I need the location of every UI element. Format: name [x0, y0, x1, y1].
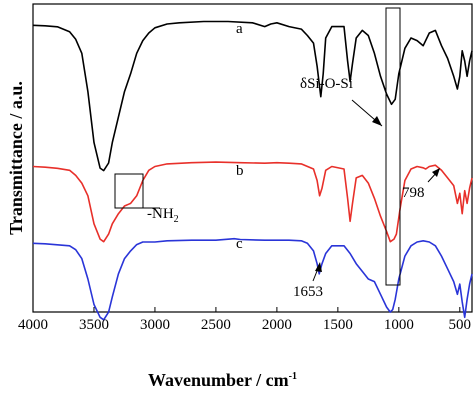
series-line-c: [32, 237, 473, 321]
series-label-b: b: [236, 163, 244, 179]
series-label-a: a: [236, 21, 243, 37]
x-tick-label-1500: 1500: [323, 317, 353, 333]
nh2-main: -NH: [147, 206, 174, 222]
si-o-si-box: [385, 7, 401, 286]
plot-frame: [32, 3, 473, 313]
series-line-b: [32, 161, 473, 243]
peak-798-arrowhead: [432, 168, 440, 177]
si-o-si-label: δSi-O-Si: [300, 76, 353, 92]
y-axis-title: Transmittance / a.u.: [6, 81, 26, 235]
nh2-label: -NH2: [147, 206, 179, 225]
x-tick-label-3500: 3500: [79, 317, 109, 333]
peak-798-label: 798: [402, 185, 425, 201]
x-tick-label-2000: 2000: [262, 317, 292, 333]
x-axis-title-sup: -1: [289, 371, 297, 382]
si-o-si-arrowhead: [372, 116, 382, 126]
nh2-subscript: 2: [174, 214, 179, 225]
peak-1653-arrowhead: [315, 262, 322, 272]
x-tick-label-500: 500: [449, 317, 472, 333]
peak-1653-label: 1653: [293, 284, 323, 300]
x-axis-title-main: Wavenumber / cm: [148, 370, 289, 390]
x-tick-label-2500: 2500: [201, 317, 231, 333]
x-tick-label-1000: 1000: [384, 317, 414, 333]
x-ticks: 4000 3500 3000 2500 2000 1500 1000 500: [18, 307, 471, 333]
x-axis-title: Wavenumber / cm-1: [148, 370, 297, 390]
nh2-box: [114, 173, 144, 209]
series-line-a: [32, 20, 473, 172]
x-tick-label-4000: 4000: [18, 317, 48, 333]
x-tick-label-3000: 3000: [140, 317, 170, 333]
series-group: [32, 20, 473, 321]
series-label-c: c: [236, 236, 243, 252]
